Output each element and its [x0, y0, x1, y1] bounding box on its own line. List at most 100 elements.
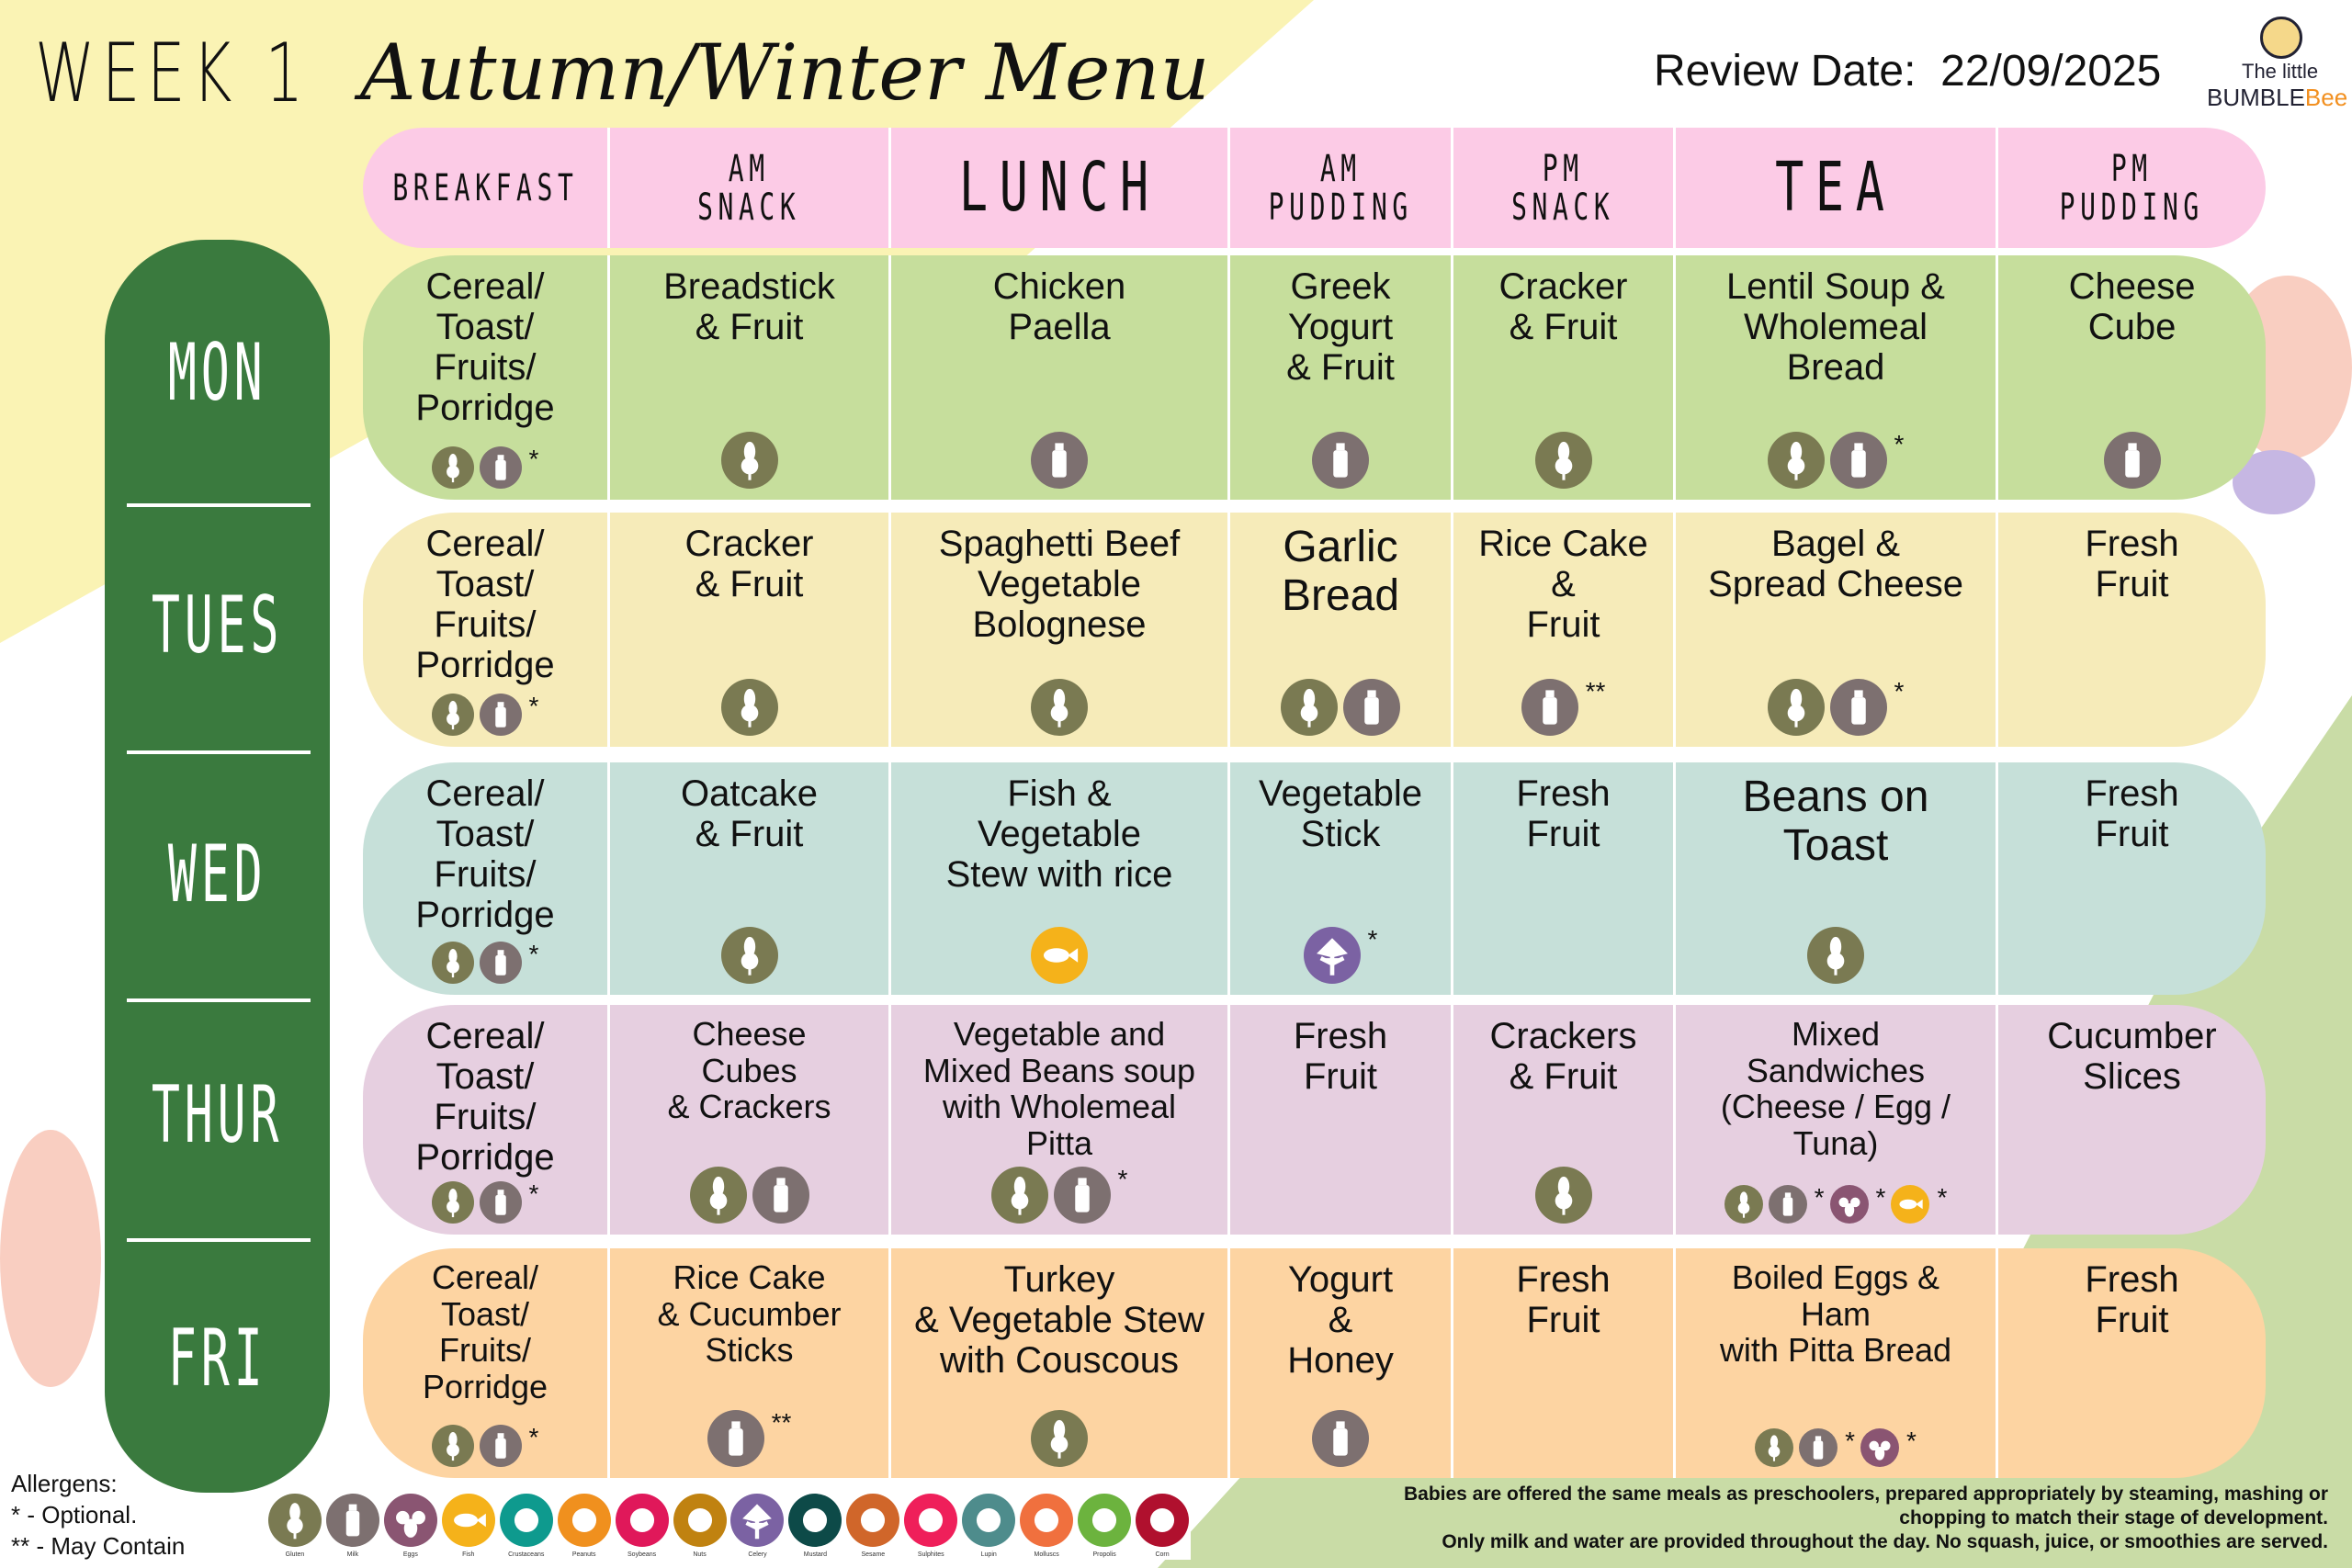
logo-text-1: The little	[2242, 60, 2319, 83]
meal-name: Yogurt & Honey	[1287, 1259, 1394, 1381]
column-header-label: PM SNACK	[1511, 147, 1615, 229]
allergen-icons: **	[1521, 677, 1606, 736]
allergen-legend: Allergens: * - Optional. ** - May Contai…	[11, 1468, 185, 1562]
meal-name: Mixed Sandwiches (Cheese / Egg / Tuna)	[1720, 1015, 1951, 1162]
allergen-mark: *	[528, 1179, 539, 1208]
gluten-icon	[1724, 1185, 1763, 1224]
meal-name: Cereal/ Toast/ Fruits/ Porridge	[415, 1016, 555, 1178]
gluten-icon	[1534, 1167, 1592, 1224]
allergen-icons: *	[990, 1167, 1127, 1224]
allergen-key-label: Gluten	[285, 1551, 305, 1558]
column-header: TEA	[1673, 128, 1996, 248]
milk-icon	[1521, 679, 1578, 736]
allergen-mark: **	[1585, 677, 1606, 705]
allergen-key-peanuts: Peanuts	[556, 1494, 613, 1560]
meal-name: Fresh Fruit	[1516, 773, 1611, 854]
meal-name: Lentil Soup & Wholemeal Bread	[1726, 266, 1945, 388]
milk-icon	[1799, 1428, 1838, 1467]
meal-name: Boiled Eggs & Ham with Pitta Bread	[1719, 1258, 1952, 1370]
meal-name: Rice Cake & Fruit	[1478, 524, 1648, 645]
menu-cell: Cereal/ Toast/ Fruits/ Porridge *	[363, 513, 607, 747]
menu-cell: Chicken Paella	[888, 255, 1227, 500]
menu-cell: Garlic Bread	[1227, 513, 1451, 747]
allergen-icons	[1281, 679, 1400, 736]
allergen-key-label: Crustaceans	[508, 1551, 545, 1558]
allergen-icons	[1031, 679, 1088, 736]
day-label-tues: TUES	[105, 580, 330, 671]
review-date: Review Date: 22/09/2025	[1654, 46, 2161, 96]
allergen-key-nuts: Nuts	[672, 1494, 729, 1560]
milk-icon	[1829, 679, 1887, 736]
meal-name: Cheese Cube	[2068, 266, 2196, 347]
meal-name: Chicken Paella	[992, 266, 1126, 347]
menu-cell: Turkey & Vegetable Stew with Couscous	[888, 1248, 1227, 1478]
allergen-key-label: Sulphites	[917, 1551, 944, 1558]
allergen-key-soybeans: Soybeans	[614, 1494, 671, 1560]
allergen-mark: *	[528, 445, 539, 473]
menu-cell: Fish & Vegetable Stew with rice	[888, 762, 1227, 995]
gluten-icon	[720, 927, 778, 984]
celery-icon	[1303, 927, 1361, 984]
meal-name: Cheese Cubes & Crackers	[667, 1015, 831, 1126]
meal-name: Vegetable and Mixed Beans soup with Whol…	[922, 1015, 1196, 1162]
allergen-mark: *	[528, 940, 539, 968]
allergen-icons	[1807, 927, 1864, 984]
gluten-icon	[1534, 432, 1592, 489]
menu-cell: Spaghetti Beef Vegetable Bolognese	[888, 513, 1227, 747]
milk-icon	[479, 942, 522, 984]
menu-cell: Yogurt & Honey	[1227, 1248, 1451, 1478]
bumblebee-logo: The little BUMBLEBee	[2205, 13, 2348, 114]
meal-name: Cereal/ Toast/ Fruits/ Porridge	[422, 1258, 548, 1405]
allergen-icons: **	[707, 1410, 791, 1467]
menu-cell: Vegetable and Mixed Beans soup with Whol…	[888, 1005, 1227, 1235]
menu-row-fri: Cereal/ Toast/ Fruits/ Porridge * Rice Cak…	[363, 1248, 2266, 1478]
allergen-mark: *	[1894, 430, 1905, 458]
sesame-icon	[846, 1494, 900, 1551]
allergen-icons: *	[431, 1425, 538, 1467]
column-header: BREAKFAST	[363, 128, 607, 248]
milk-icon	[1312, 1410, 1369, 1467]
soybeans-icon	[615, 1494, 669, 1551]
menu-cell: Greek Yogurt & Fruit	[1227, 255, 1451, 500]
allergen-key-label: Sesame	[861, 1551, 886, 1558]
meal-name: Fresh Fruit	[2085, 773, 2179, 854]
day-divider	[127, 1238, 311, 1242]
menu-row-wed: Cereal/ Toast/ Fruits/ Porridge * Oatcake …	[363, 762, 2266, 995]
menu-cell: Cereal/ Toast/ Fruits/ Porridge *	[363, 255, 607, 500]
meal-header: BREAKFAST AM SNACK LUNCH AM PUDDING PM SNACK…	[363, 128, 2266, 248]
gluten-icon	[990, 1167, 1048, 1224]
allergen-key-propolis: Propolis	[1076, 1494, 1133, 1560]
fish-icon	[1031, 927, 1088, 984]
legend-title: Allergens:	[11, 1470, 118, 1497]
milk-icon	[1053, 1167, 1111, 1224]
allergen-mark: *	[1367, 925, 1378, 953]
meal-name: Spaghetti Beef Vegetable Bolognese	[938, 524, 1181, 645]
allergen-key-gluten: Gluten	[266, 1494, 323, 1560]
gluten-icon	[267, 1494, 322, 1551]
nuts-icon	[673, 1494, 727, 1551]
meal-name: Fresh Fruit	[1516, 1259, 1611, 1340]
allergen-key-corn: Corn	[1134, 1494, 1191, 1560]
meal-name: Fresh Fruit	[2085, 1259, 2179, 1340]
menu-cell: Oatcake & Fruit	[607, 762, 888, 995]
column-header-label: LUNCH	[958, 147, 1160, 227]
menu-cell: Cheese Cube	[1996, 255, 2266, 500]
meal-name: Fish & Vegetable Stew with rice	[945, 773, 1173, 895]
milk-icon	[325, 1494, 379, 1551]
meal-name: Garlic Bread	[1281, 523, 1400, 620]
eggs-icon	[1860, 1428, 1899, 1467]
allergen-mark: *	[1906, 1427, 1917, 1455]
allergen-icons: *	[1767, 430, 1905, 489]
milk-icon	[1312, 432, 1369, 489]
logo-text-bee: Bee	[2304, 84, 2348, 111]
milk-icon	[1768, 1185, 1807, 1224]
allergen-icons: *	[1303, 925, 1378, 984]
allergen-mark: *	[528, 692, 539, 720]
allergen-icons: * * *	[1724, 1185, 1947, 1224]
allergen-icons	[1534, 1167, 1592, 1224]
gluten-icon	[689, 1167, 747, 1224]
meal-name: Crackers & Fruit	[1489, 1016, 1637, 1097]
allergen-key-milk: Milk	[324, 1494, 381, 1560]
allergen-icons: *	[431, 445, 539, 489]
legend-may-contain: ** - May Contain	[11, 1532, 186, 1560]
